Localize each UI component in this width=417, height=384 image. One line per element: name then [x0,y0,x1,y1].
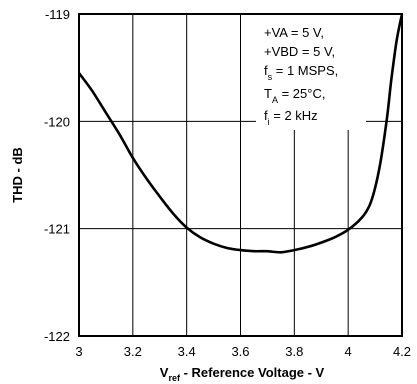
annotation-line: TA = 25°C, [264,86,325,105]
series-line-thd [77,13,404,254]
x-tick-label: 3.6 [231,344,249,359]
y-tick-label: -122 [44,329,70,344]
annotation-line: +VBD = 5 V, [264,44,335,59]
annotation-line: fi = 2 kHz [264,108,318,127]
x-tick-label: 3.4 [178,344,196,359]
y-axis-title: THD - dB [10,147,25,203]
x-tick-label: 4 [345,344,352,359]
y-tick-label: -119 [45,7,70,22]
annotation-line: +VA = 5 V, [264,25,324,40]
annotation-line: fs = 1 MSPS, [264,63,338,82]
x-tick-labels: 3 3.2 3.4 3.6 3.8 4 4.2 [75,344,411,359]
plot-frame [78,13,403,337]
x-tick-label: 3 [75,344,82,359]
x-tick-label: 3.8 [285,344,303,359]
x-tick-label: 3.2 [124,344,142,359]
y-tick-label: -120 [44,114,70,129]
y-tick-label: -121 [44,222,70,237]
annotation-box [256,14,366,130]
annotation-text: +VA = 5 V, +VBD = 5 V, fs = 1 MSPS, TA = 25… [264,25,338,127]
y-tick-labels: -119 -120 -121 -122 [44,7,70,344]
x-axis-title: Vref - Reference Voltage - V [160,365,325,383]
x-tick-label: 4.2 [393,344,411,359]
